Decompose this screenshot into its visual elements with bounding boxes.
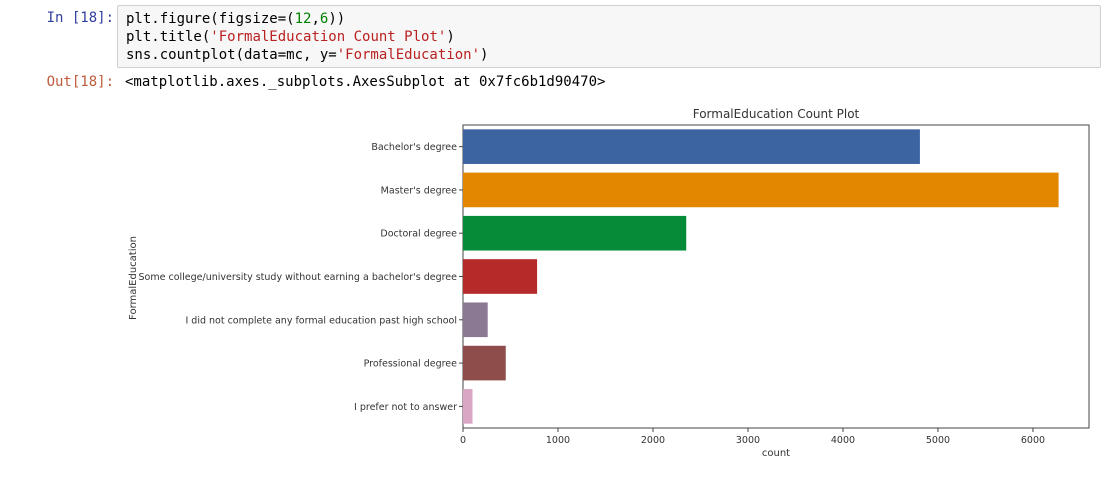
code-token: plt.figure(figsize=(: [126, 11, 295, 27]
code-token: plt.title(: [126, 29, 211, 45]
code-token: 12: [294, 11, 312, 27]
code-line: plt.figure(figsize=(12,6)): [126, 10, 1092, 28]
x-tick-label: 1000: [546, 435, 570, 446]
code-line: plt.title('FormalEducation Count Plot'): [126, 28, 1092, 46]
y-axis-label: FormalEducation: [128, 236, 139, 320]
y-tick-label: Some college/university study without ea…: [139, 272, 458, 283]
code-token: )): [328, 11, 346, 27]
bar: [463, 259, 538, 294]
code-token: 'FormalEducation Count Plot': [210, 29, 447, 45]
x-tick-label: 3000: [736, 435, 760, 446]
input-prompt: In [18]:: [46, 10, 114, 26]
output-text: <matplotlib.axes._subplots.AxesSubplot a…: [125, 74, 606, 90]
y-tick-label: Bachelor's degree: [371, 142, 457, 153]
code-line: sns.countplot(data=mc, y='FormalEducatio…: [126, 46, 1092, 64]
x-tick-label: 2000: [641, 435, 665, 446]
y-tick-label: Professional degree: [364, 359, 458, 370]
bar: [463, 302, 488, 338]
axes-frame: [462, 124, 1090, 429]
x-tick-labels: 0 1000 2000 3000 4000 5000 6000: [460, 428, 1045, 446]
code-token: ,: [311, 11, 320, 27]
output-prompt: Out[18]:: [46, 74, 114, 90]
bar: [463, 129, 920, 164]
x-tick-label: 0: [460, 435, 466, 446]
x-tick-label: 6000: [1021, 435, 1045, 446]
y-tick-label: I did not complete any formal education …: [185, 315, 457, 326]
x-tick-label: 5000: [926, 435, 950, 446]
y-tick-label: Master's degree: [381, 185, 457, 196]
input-cell[interactable]: In [18]: plt.figure(figsize=(12,6)) plt.t…: [0, 0, 1120, 70]
chart-title: FormalEducation Count Plot: [693, 107, 860, 121]
code-token: ): [480, 47, 489, 63]
x-axis-label: count: [762, 448, 790, 459]
y-tick-labels: Bachelor's degree Master's degree Doctoral…: [139, 142, 463, 413]
y-tick-label: I prefer not to answer: [354, 402, 457, 413]
x-tick-label: 4000: [831, 435, 855, 446]
bar: [463, 215, 687, 251]
code-token: sns.countplot(data=mc, y=: [126, 47, 337, 63]
y-tick-label: Doctoral degree: [380, 229, 457, 240]
code-token: 'FormalEducation': [336, 47, 481, 63]
bar: [463, 172, 1059, 208]
bar: [463, 345, 506, 381]
code-token: ): [446, 29, 455, 45]
code-editor[interactable]: plt.figure(figsize=(12,6)) plt.title('For…: [117, 5, 1101, 68]
count-plot: FormalEducation Count Plot Bachelor's de…: [128, 107, 1090, 459]
code-token: 6: [319, 11, 329, 27]
bars-group: [463, 129, 1059, 424]
bar: [463, 389, 473, 424]
chart-output: FormalEducation Count Plot Bachelor's de…: [120, 100, 1110, 470]
